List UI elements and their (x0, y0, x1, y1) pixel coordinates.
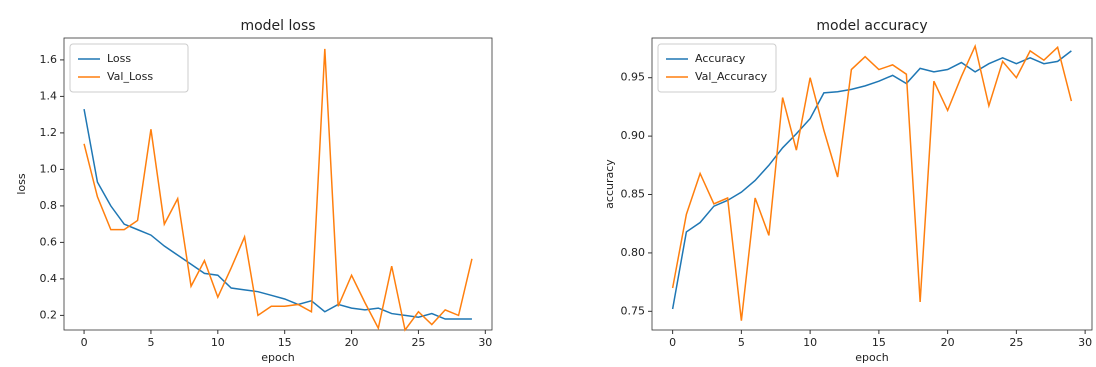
legend-label: Val_Accuracy (695, 70, 768, 83)
x-axis-label: epoch (261, 351, 295, 364)
x-tick-label: 10 (211, 336, 225, 349)
y-tick-label: 0.8 (40, 199, 58, 212)
x-tick-label: 15 (278, 336, 292, 349)
x-tick-label: 20 (345, 336, 359, 349)
y-tick-label: 1.4 (40, 89, 58, 102)
y-tick-label: 1.6 (40, 53, 58, 66)
page: model loss epoch loss 0 5 10 15 20 25 30 0.2 0.4 0.6… (0, 0, 1096, 367)
y-tick-label: 0.95 (621, 71, 646, 84)
y-tick-label: 0.2 (40, 308, 58, 321)
y-axis-label: accuracy (603, 159, 616, 209)
x-tick-label: 30 (1078, 336, 1092, 349)
x-tick-label: 10 (803, 336, 817, 349)
y-tick-label: 0.4 (40, 272, 58, 285)
y-tick-label: 0.80 (621, 246, 646, 259)
x-tick-label: 25 (1009, 336, 1023, 349)
y-tick-label: 1.0 (40, 162, 58, 175)
x-tick-label: 5 (147, 336, 154, 349)
x-tick-label: 30 (478, 336, 492, 349)
x-axis-label: epoch (855, 351, 889, 364)
chart-title: model loss (240, 18, 315, 34)
y-tick-label: 1.2 (40, 126, 58, 139)
legend-label: Val_Loss (107, 70, 153, 83)
chart-title: model accuracy (816, 18, 927, 34)
x-tick-label: 5 (738, 336, 745, 349)
x-tick-label: 0 (81, 336, 88, 349)
legend-label: Loss (107, 52, 131, 65)
y-tick-label: 0.6 (40, 235, 58, 248)
y-tick-label: 0.75 (621, 304, 646, 317)
x-tick-label: 25 (411, 336, 425, 349)
legend-label: Accuracy (695, 52, 746, 65)
y-tick-label: 0.90 (621, 129, 646, 142)
y-axis-label: loss (15, 173, 28, 195)
series-line (84, 109, 472, 319)
y-tick-label: 0.85 (621, 188, 646, 201)
x-tick-label: 20 (941, 336, 955, 349)
x-tick-label: 0 (669, 336, 676, 349)
x-tick-label: 15 (872, 336, 886, 349)
